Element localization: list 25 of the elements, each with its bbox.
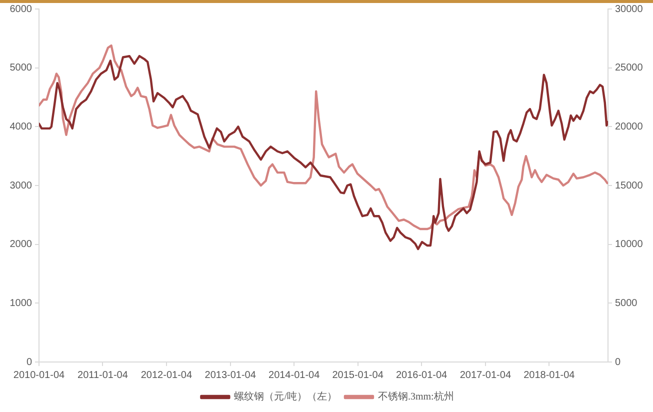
- x-tick-label: 2012-01-04: [140, 370, 192, 381]
- y2-tick-label: 5000: [615, 298, 638, 309]
- y-tick-label: 2000: [10, 239, 32, 250]
- y-tick-label: 0: [26, 356, 32, 368]
- y2-tick-label: 15000: [615, 180, 644, 192]
- x-tick-label: 2015-01-04: [332, 370, 384, 381]
- x-tick-label: 2018-01-04: [524, 370, 576, 381]
- y-tick-label: 1000: [10, 298, 32, 309]
- x-tick-label: 2017-01-04: [460, 370, 512, 381]
- x-tick-label: 2016-01-04: [396, 370, 448, 381]
- y2-tick-label: 20000: [615, 121, 644, 132]
- legend-label: 螺纹钢（元/吨）（左）: [234, 390, 337, 403]
- y2-tick-label: 10000: [615, 239, 644, 250]
- y-tick-label: 5000: [10, 62, 32, 74]
- x-tick-label: 2011-01-04: [78, 370, 128, 381]
- x-tick-label: 2014-01-04: [268, 370, 320, 381]
- y2-tick-label: 0: [615, 356, 621, 368]
- y2-tick-label: 30000: [615, 4, 644, 15]
- y-tick-label: 4000: [10, 121, 32, 132]
- legend-label: 不锈钢.3mm:杭州: [378, 390, 454, 403]
- x-tick-label: 2010-01-04: [13, 370, 66, 381]
- y-tick-label: 6000: [10, 4, 32, 15]
- x-tick-label: 2013-01-04: [204, 370, 256, 381]
- y-tick-label: 3000: [10, 180, 32, 192]
- y2-tick-label: 25000: [615, 62, 644, 74]
